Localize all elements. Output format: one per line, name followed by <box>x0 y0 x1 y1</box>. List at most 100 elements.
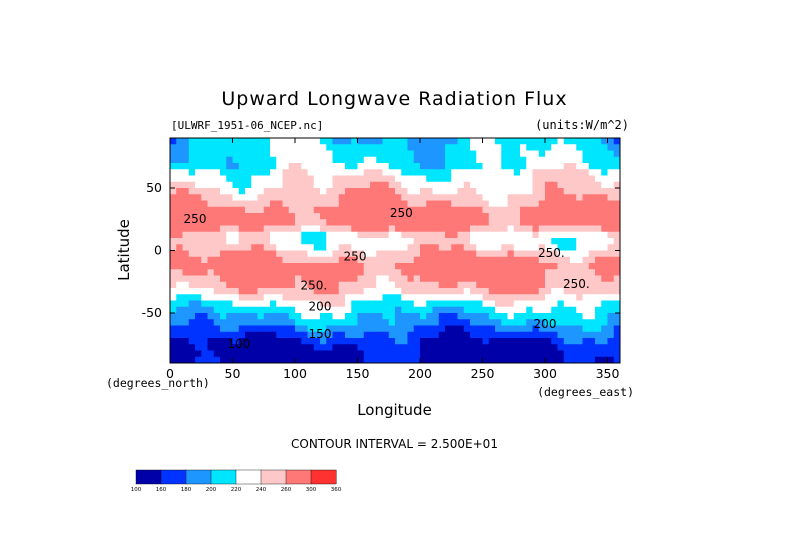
field-cell <box>488 138 496 145</box>
field-cell <box>588 263 596 270</box>
field-cell <box>220 231 227 239</box>
field-cell <box>176 263 183 270</box>
field-cell <box>513 288 521 295</box>
field-cell <box>445 281 452 289</box>
field-cell <box>301 219 308 226</box>
field-cell <box>270 338 277 345</box>
field-cell <box>232 319 240 326</box>
field-cell <box>432 238 440 245</box>
field-cell <box>476 138 483 145</box>
field-cell <box>345 156 352 164</box>
field-cell <box>182 344 190 351</box>
field-cell <box>332 344 340 351</box>
field-cell <box>232 163 240 170</box>
field-cell <box>551 156 558 164</box>
field-cell <box>382 344 390 351</box>
field-cell <box>326 294 333 301</box>
field-cell <box>213 313 221 320</box>
field-cell <box>420 356 427 364</box>
field-cell <box>313 200 321 208</box>
field-cell <box>582 344 590 351</box>
field-cell <box>526 275 533 283</box>
field-cell <box>370 306 377 314</box>
field-cell <box>551 256 558 264</box>
field-cell <box>488 269 496 276</box>
field-cell <box>607 344 615 351</box>
field-cell <box>188 244 196 251</box>
field-cell <box>476 263 483 270</box>
field-cell <box>388 319 396 326</box>
field-cell <box>613 313 621 320</box>
field-cell <box>195 244 202 251</box>
field-cell <box>276 288 283 295</box>
field-cell <box>270 269 277 276</box>
field-cell <box>457 194 465 201</box>
field-cell <box>451 350 458 358</box>
field-cell <box>326 138 333 145</box>
field-cell <box>270 156 277 164</box>
field-cell <box>601 181 608 189</box>
field-cell <box>332 319 340 326</box>
field-cell <box>226 244 233 251</box>
field-cell <box>213 150 221 158</box>
field-cell <box>376 231 383 239</box>
field-cell <box>282 225 290 233</box>
field-cell <box>588 163 596 170</box>
field-cell <box>426 288 433 295</box>
field-cell <box>176 231 183 239</box>
field-cell <box>251 313 258 320</box>
field-cell <box>326 150 333 158</box>
field-cell <box>570 238 577 245</box>
field-cell <box>195 269 202 276</box>
field-cell <box>488 350 496 358</box>
field-cell <box>182 350 190 358</box>
field-cell <box>282 200 290 208</box>
field-cell <box>570 338 577 345</box>
field-cell <box>332 356 340 364</box>
field-cell <box>213 163 221 170</box>
field-cell <box>501 288 508 295</box>
field-cell <box>226 206 233 214</box>
field-cell <box>457 263 465 270</box>
field-cell <box>238 175 246 183</box>
field-cell <box>432 206 440 214</box>
field-cell <box>545 319 552 326</box>
field-cell <box>332 206 340 214</box>
field-cell <box>301 194 308 201</box>
field-cell <box>320 281 327 289</box>
field-cell <box>557 275 565 283</box>
field-cell <box>513 206 521 214</box>
field-cell <box>238 206 246 214</box>
field-cell <box>451 156 458 164</box>
field-cell <box>607 206 615 214</box>
field-cell <box>513 275 521 283</box>
field-cell <box>245 256 252 264</box>
field-cell <box>413 225 421 233</box>
field-cell <box>188 169 196 176</box>
field-cell <box>551 225 558 233</box>
field-cell <box>488 144 496 151</box>
field-cell <box>226 306 233 314</box>
field-cell <box>345 238 352 245</box>
field-cell <box>576 356 583 364</box>
field-cell <box>513 356 521 364</box>
field-cell <box>607 294 615 301</box>
field-cell <box>495 350 502 358</box>
field-cell <box>595 138 602 145</box>
field-cell <box>188 156 196 164</box>
field-cell <box>426 294 433 301</box>
field-cell <box>251 175 258 183</box>
field-cell <box>420 313 427 320</box>
field-cell <box>495 156 502 164</box>
field-cell <box>576 188 583 195</box>
field-cell <box>463 194 471 201</box>
field-cell <box>182 356 190 364</box>
field-cell <box>301 213 308 220</box>
field-cell <box>501 144 508 151</box>
field-cell <box>526 294 533 301</box>
field-cell <box>445 331 452 339</box>
field-cell <box>395 281 402 289</box>
field-cell <box>213 294 221 301</box>
field-cell <box>395 144 402 151</box>
field-cell <box>345 313 352 320</box>
